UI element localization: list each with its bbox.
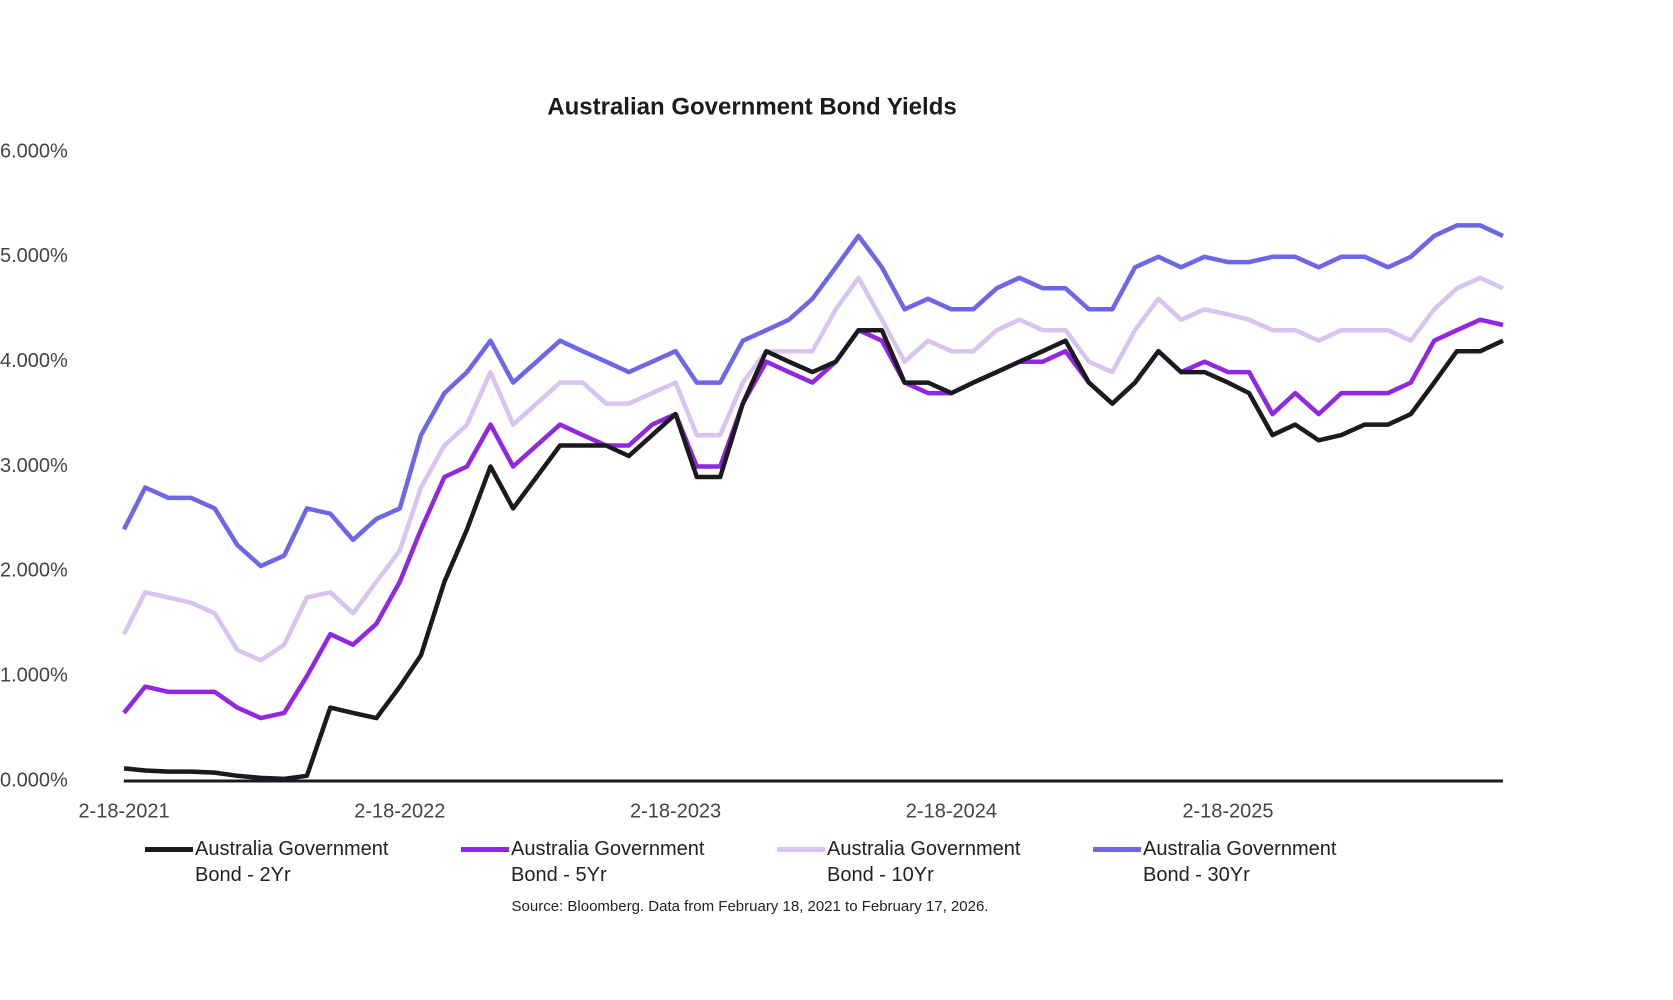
legend-item: Australia Government Bond - 5Yr bbox=[461, 836, 777, 888]
legend-swatch bbox=[145, 847, 193, 852]
series-line bbox=[123, 327, 1504, 782]
legend-item: Australia Government Bond - 30Yr bbox=[1093, 836, 1409, 888]
x-tick-label: 2-18-2025 bbox=[1182, 800, 1273, 822]
x-tick-label: 2-18-2023 bbox=[630, 800, 721, 822]
legend-swatch bbox=[1093, 847, 1141, 852]
chart-title: Australian Government Bond Yields bbox=[547, 93, 956, 120]
legend-label: Australia Government Bond - 10Yr bbox=[827, 838, 1021, 886]
legend-swatch bbox=[777, 847, 825, 852]
legend-item: Australia Government Bond - 2Yr bbox=[145, 836, 461, 888]
x-tick-label: 2-18-2024 bbox=[906, 800, 997, 822]
series-line bbox=[122, 317, 1504, 721]
y-tick-label: 2.000% bbox=[0, 560, 68, 582]
series-line bbox=[121, 275, 1504, 663]
legend: Australia Government Bond - 2Yr Australia… bbox=[145, 836, 1409, 888]
y-tick-label: 1.000% bbox=[0, 664, 68, 686]
y-tick-label: 6.000% bbox=[0, 140, 68, 162]
y-tick-label: 0.000% bbox=[0, 769, 68, 791]
y-tick-label: 5.000% bbox=[0, 245, 68, 267]
legend-swatch bbox=[461, 847, 509, 852]
y-tick-label: 4.000% bbox=[0, 350, 68, 372]
x-tick-label: 2-18-2021 bbox=[78, 800, 169, 822]
series-line bbox=[121, 223, 1504, 569]
legend-label: Australia Government Bond - 30Yr bbox=[1143, 838, 1337, 886]
legend-label: Australia Government Bond - 5Yr bbox=[511, 838, 705, 886]
source-note: Source: Bloomberg. Data from February 18… bbox=[511, 898, 989, 915]
legend-label: Australia Government Bond - 2Yr bbox=[195, 838, 389, 886]
legend-item: Australia Government Bond - 10Yr bbox=[777, 836, 1093, 888]
y-tick-label: 3.000% bbox=[0, 455, 68, 477]
x-tick-label: 2-18-2022 bbox=[354, 800, 445, 822]
